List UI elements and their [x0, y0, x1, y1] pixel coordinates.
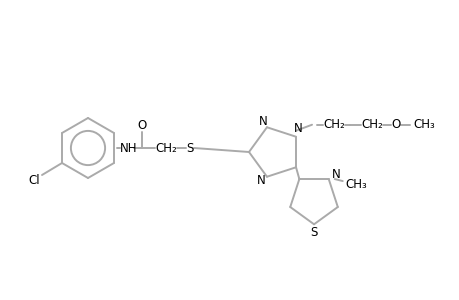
Text: CH₂: CH₂ — [155, 142, 177, 154]
Text: CH₃: CH₃ — [412, 118, 434, 131]
Text: S: S — [186, 142, 193, 154]
Text: NH: NH — [120, 142, 137, 154]
Text: CH₃: CH₃ — [345, 178, 367, 190]
Text: N: N — [258, 115, 267, 128]
Text: O: O — [391, 118, 400, 131]
Text: O: O — [137, 118, 146, 131]
Text: CH₂: CH₂ — [360, 118, 382, 131]
Text: N: N — [256, 174, 265, 187]
Text: CH₂: CH₂ — [323, 118, 344, 131]
Text: N: N — [331, 168, 340, 181]
Text: Cl: Cl — [28, 173, 40, 187]
Text: S: S — [310, 226, 317, 239]
Text: N: N — [293, 122, 302, 135]
